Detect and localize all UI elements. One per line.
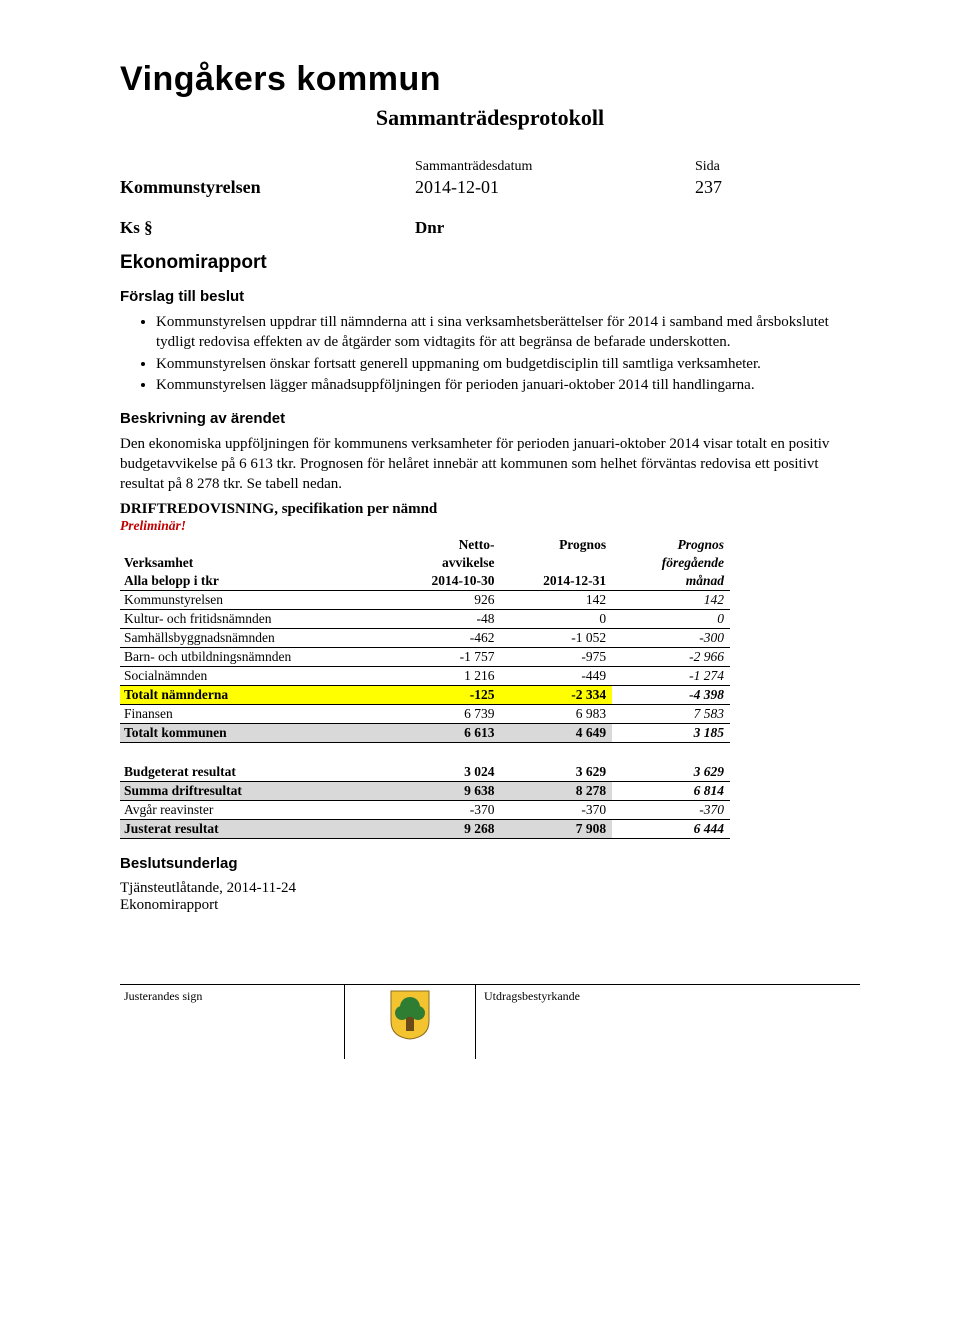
col1-header: Alla belopp i tkr [120,572,388,591]
ks-line: Ks § Dnr [120,218,860,238]
table-row-summa-drift: Summa driftresultat 9 638 8 278 6 814 [120,781,730,800]
page-title: Ekonomirapport [120,252,860,274]
page-footer: Justerandes sign Utdragsbestyrkande [120,984,860,1055]
table-row-budget-result: Budgeterat resultat 3 024 3 629 3 629 [120,763,730,782]
col2-header: avvikelse [388,554,500,572]
col2-header: 2014-10-30 [388,572,500,591]
dnr-label: Dnr [415,218,444,238]
footer-right: Utdragsbestyrkande [476,985,860,1059]
underlag-heading: Beslutsunderlag [120,855,860,872]
col4-header: Prognos [612,536,730,554]
col2-header: Netto- [388,536,500,554]
bullet-item: Kommunstyrelsen önskar fortsatt generell… [156,355,860,375]
table-row-total-kommun: Totalt kommunen 6 613 4 649 3 185 [120,723,730,742]
table-row: Avgår reavinster -370 -370 -370 [120,800,730,819]
body-name: Kommunstyrelsen [120,177,415,198]
meta-date-label: Sammanträdesdatum [415,159,695,175]
col3-header: 2014-12-31 [501,572,613,591]
table-row: Finansen 6 739 6 983 7 583 [120,704,730,723]
table-row: Kultur- och fritidsnämnden -48 0 0 [120,609,730,628]
table-header-row: Netto- Prognos Prognos [120,536,730,554]
col4-header: föregående [612,554,730,572]
ks-label: Ks § [120,218,415,238]
attachment-line: Ekonomirapport [120,897,860,914]
page-number: 237 [695,177,860,198]
attachment-line: Tjänsteutlåtande, 2014-11-24 [120,880,860,897]
table-row: Barn- och utbildningsnämnden -1 757 -975… [120,647,730,666]
description-heading: Beskrivning av ärendet [120,410,860,427]
drift-title: DRIFTREDOVISNING, specifikation per nämn… [120,501,860,518]
preliminary-label: Preliminär! [120,518,860,534]
bullet-item: Kommunstyrelsen lägger månadsuppföljning… [156,376,860,396]
drift-table: Netto- Prognos Prognos Verksamhet avvike… [120,536,730,839]
meta-page-label: Sida [695,159,860,175]
bullet-item: Kommunstyrelsen uppdrar till nämnderna a… [156,313,860,353]
footer-crest [345,985,476,1059]
footer-left: Justerandes sign [120,985,345,1059]
col3-header: Prognos [501,536,613,554]
table-row-justerat: Justerat resultat 9 268 7 908 6 444 [120,819,730,838]
table-spacer [120,742,730,763]
table-row: Samhällsbyggnadsnämnden -462 -1 052 -300 [120,628,730,647]
crest-icon [389,989,431,1041]
col4-header: månad [612,572,730,591]
table-row: Kommunstyrelsen 926 142 142 [120,590,730,609]
table-row: Socialnämnden 1 216 -449 -1 274 [120,666,730,685]
table-header-row: Alla belopp i tkr 2014-10-30 2014-12-31 … [120,572,730,591]
proposal-heading: Förslag till beslut [120,288,860,305]
meeting-date: 2014-12-01 [415,177,695,198]
meta-labels: Sammanträdesdatum Sida [120,159,860,175]
proposal-bullets: Kommunstyrelsen uppdrar till nämnderna a… [120,313,860,396]
meeting-line: Kommunstyrelsen 2014-12-01 237 [120,177,860,198]
table-row-total-namnd: Totalt nämnderna -125 -2 334 -4 398 [120,685,730,704]
col1-header: Verksamhet [120,554,388,572]
table-header-row: Verksamhet avvikelse föregående [120,554,730,572]
description-paragraph: Den ekonomiska uppföljningen för kommune… [120,435,860,494]
municipality-name: Vingåkers kommun [120,60,860,99]
document-type: Sammanträdesprotokoll [120,105,860,131]
